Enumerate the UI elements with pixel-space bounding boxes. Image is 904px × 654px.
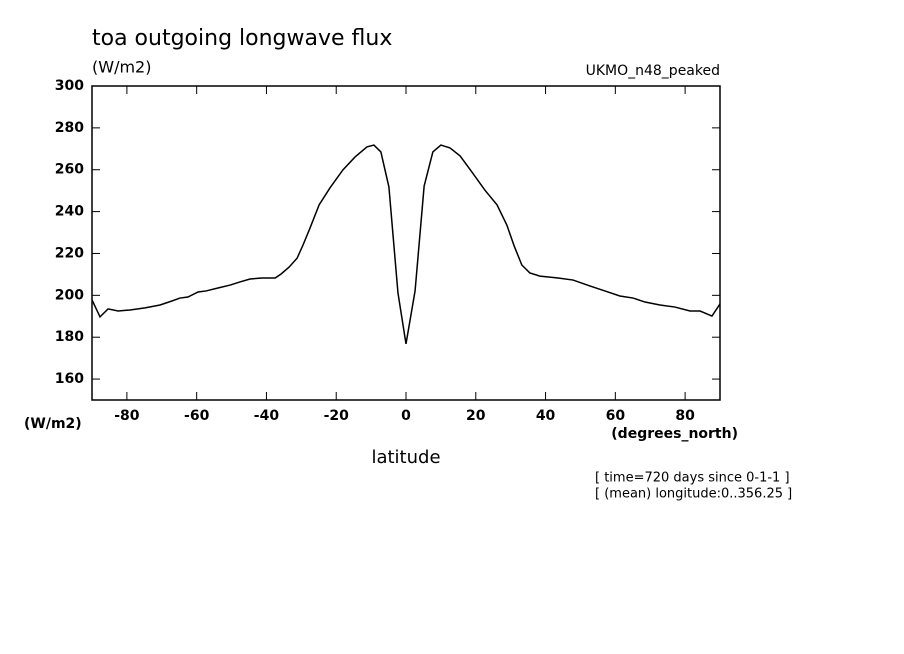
units-label: (W/m2): [92, 58, 151, 77]
chart-title: toa outgoing longwave flux: [92, 26, 392, 51]
y-tick-label: 160: [55, 371, 84, 387]
note: [ (mean) longitude:0..356.25 ]: [595, 487, 792, 502]
x-tick-label: -80: [114, 408, 140, 424]
plot-frame: [91, 85, 721, 401]
y-tick-label: 180: [55, 329, 84, 345]
note: [ time=720 days since 0-1-1 ]: [595, 471, 790, 486]
y-tick-label: 200: [55, 287, 84, 303]
x-axis-label: latitude: [371, 447, 440, 468]
data-line: [91, 144, 721, 345]
x-axis-units: (degrees_north): [611, 426, 738, 442]
x-tick-label: 20: [466, 408, 486, 424]
y-tick-label: 260: [55, 162, 84, 178]
y-axis-units: (W/m2): [24, 416, 82, 432]
x-tick-label: 60: [606, 408, 626, 424]
x-tick-label: -20: [324, 408, 350, 424]
x-tick-label: -60: [184, 408, 210, 424]
x-tick-label: -40: [254, 408, 280, 424]
x-tick-label: 80: [675, 408, 695, 424]
dataset-label: UKMO_n48_peaked: [586, 63, 720, 79]
x-tick-label: 0: [401, 408, 411, 424]
x-tick-label: 40: [536, 408, 556, 424]
y-tick-label: 280: [55, 120, 84, 136]
y-tick-label: 240: [55, 204, 84, 220]
y-tick-label: 300: [55, 78, 84, 94]
y-tick-label: 220: [55, 245, 84, 261]
